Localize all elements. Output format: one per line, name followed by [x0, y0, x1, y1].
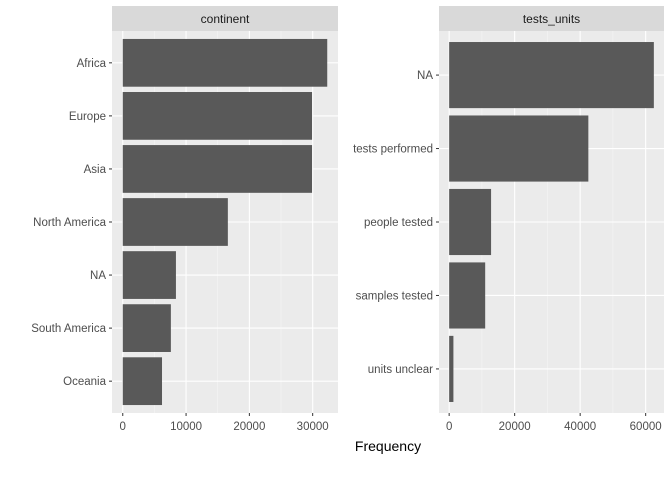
bar-tests-performed — [449, 115, 589, 182]
facet-tests-units: tests_units NA tests performed people teste… — [353, 6, 664, 433]
bar-north-america — [122, 198, 228, 246]
facet-strip-label: tests_units — [523, 12, 580, 26]
bar-africa — [122, 38, 328, 87]
bar-asia — [122, 145, 313, 193]
facet-strip-bg — [439, 6, 664, 31]
y-tick-label-africa: Africa — [77, 58, 107, 70]
y-tick-label-people-tested: people tested — [364, 217, 433, 229]
y-tick-label-south-america: South America — [31, 323, 106, 335]
bar-na — [122, 251, 176, 299]
y-tick-label-na: NA — [417, 70, 433, 82]
x-tick-label: 0 — [446, 421, 452, 433]
y-tick-label-samples-tested: samples tested — [356, 290, 433, 302]
bar-people-tested — [449, 188, 492, 256]
bar-na — [449, 42, 654, 109]
bar-units-unclear — [449, 335, 454, 402]
facet-strip-bg — [112, 6, 338, 31]
bar-europe — [122, 92, 313, 140]
x-tick-label: 20000 — [233, 421, 265, 433]
y-tick-label-europe: Europe — [69, 111, 106, 123]
y-tick-label-north-america: North America — [33, 217, 106, 229]
x-tick-label: 0 — [120, 421, 126, 433]
bar-oceania — [122, 357, 163, 406]
x-tick-label: 10000 — [170, 421, 202, 433]
y-tick-label-units-unclear: units unclear — [368, 364, 433, 376]
facet-continent: continent Africa Europe Asia North America NA… — [31, 6, 338, 433]
bar-south-america — [122, 304, 171, 352]
y-tick-label-tests-performed: tests performed — [353, 144, 433, 156]
y-tick-label-oceania: Oceania — [63, 376, 106, 388]
y-tick-label-na: NA — [90, 270, 106, 282]
facet-strip-label: continent — [201, 12, 250, 26]
bar-samples-tested — [449, 262, 486, 329]
x-tick-label: 20000 — [499, 421, 531, 433]
x-tick-label: 40000 — [564, 421, 596, 433]
x-axis-title: Frequency — [355, 438, 421, 454]
x-tick-label: 30000 — [297, 421, 329, 433]
x-tick-label: 60000 — [630, 421, 662, 433]
y-tick-label-asia: Asia — [84, 164, 107, 176]
